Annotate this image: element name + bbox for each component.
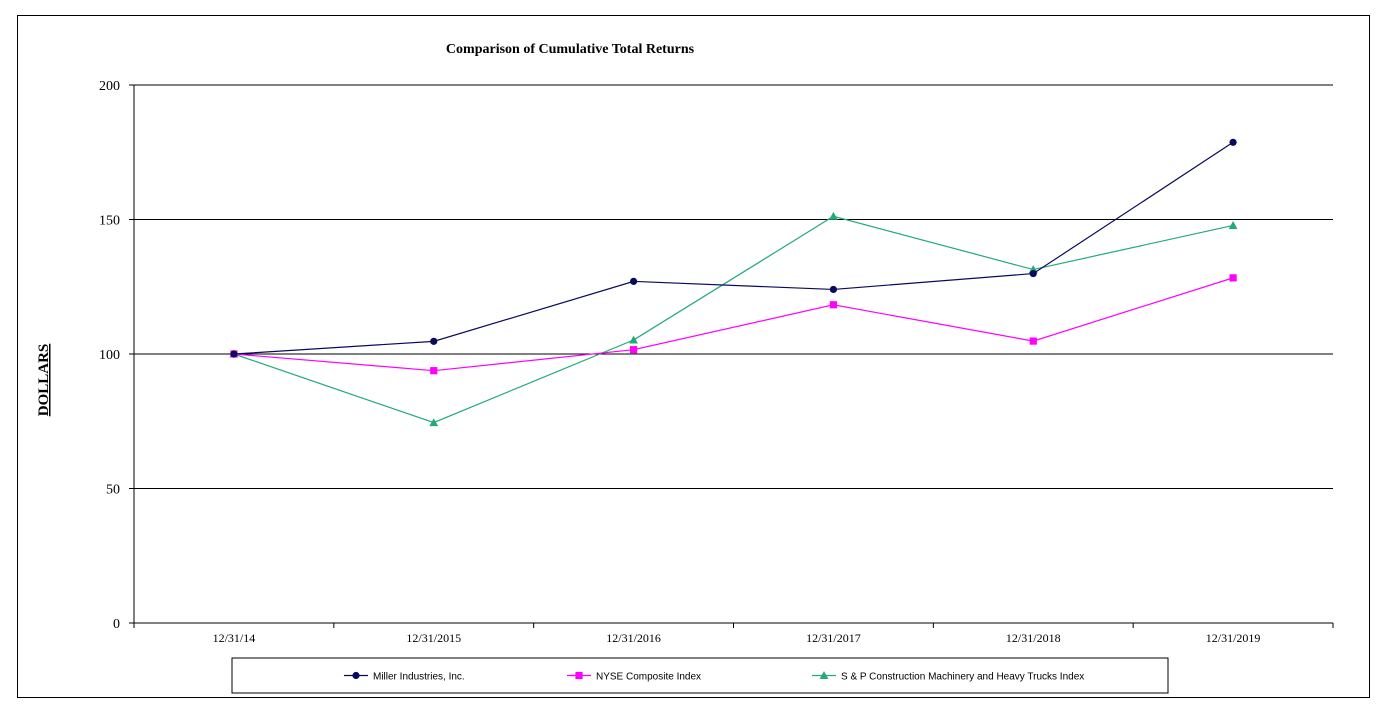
y-tick-label: 50 bbox=[106, 483, 120, 498]
series-line bbox=[233, 215, 1234, 424]
data-point bbox=[1029, 269, 1037, 278]
legend-label: S & P Construction Machinery and Heavy T… bbox=[841, 672, 1084, 683]
x-tick-label: 12/31/2016 bbox=[606, 631, 661, 645]
x-tick-label: 12/31/2019 bbox=[1206, 631, 1261, 645]
series-line bbox=[233, 141, 1234, 355]
legend-entry: S & P Construction Machinery and Heavy T… bbox=[812, 671, 1084, 683]
series-line bbox=[233, 277, 1234, 372]
legend-entry: NYSE Composite Index bbox=[567, 672, 701, 683]
chart-frame bbox=[17, 15, 1370, 698]
x-tick-label: 12/31/2018 bbox=[1006, 631, 1061, 645]
data-point bbox=[629, 277, 638, 285]
legend: Miller Industries, Inc. NYSE Composite In… bbox=[231, 657, 1169, 694]
y-tick-label: 0 bbox=[113, 617, 120, 632]
data-point bbox=[1229, 138, 1237, 146]
legend-box bbox=[231, 657, 1169, 694]
y-tick-label: 100 bbox=[99, 348, 120, 363]
legend-marker bbox=[352, 671, 360, 680]
axes: 0 50 100 150 200 12/31/14 12/31/2015 12/31/2016… bbox=[99, 79, 1334, 645]
series-triangle bbox=[229, 211, 1238, 427]
data-point bbox=[829, 285, 838, 294]
chart-title: Comparison of Cumulative Total Returns bbox=[446, 42, 695, 57]
y-tick-label: 150 bbox=[99, 214, 120, 229]
x-tick-label: 12/31/2017 bbox=[806, 631, 861, 645]
legend-entry: Miller Industries, Inc. bbox=[344, 672, 465, 683]
data-point bbox=[230, 350, 238, 358]
data-point bbox=[430, 367, 438, 375]
series-layer bbox=[229, 138, 1238, 427]
y-axis-label: DOLLARS bbox=[36, 344, 52, 417]
data-point bbox=[629, 346, 638, 354]
y-tick-label: 200 bbox=[99, 79, 120, 94]
grid bbox=[134, 84, 1333, 489]
data-point bbox=[829, 211, 838, 220]
data-point bbox=[629, 335, 638, 344]
data-point bbox=[430, 337, 438, 345]
data-point bbox=[1029, 337, 1037, 345]
data-point bbox=[1228, 221, 1238, 229]
legend-marker bbox=[819, 671, 829, 680]
series-square bbox=[230, 274, 1237, 375]
x-tick-label: 12/31/2015 bbox=[406, 631, 461, 645]
data-point bbox=[1229, 274, 1237, 282]
x-tick-label: 12/31/14 bbox=[213, 631, 256, 645]
legend-label: NYSE Composite Index bbox=[596, 672, 701, 683]
data-point bbox=[429, 418, 439, 427]
legend-marker bbox=[575, 671, 583, 680]
data-point bbox=[829, 301, 838, 309]
series-circle bbox=[230, 138, 1237, 358]
legend-label: Miller Industries, Inc. bbox=[373, 672, 465, 683]
